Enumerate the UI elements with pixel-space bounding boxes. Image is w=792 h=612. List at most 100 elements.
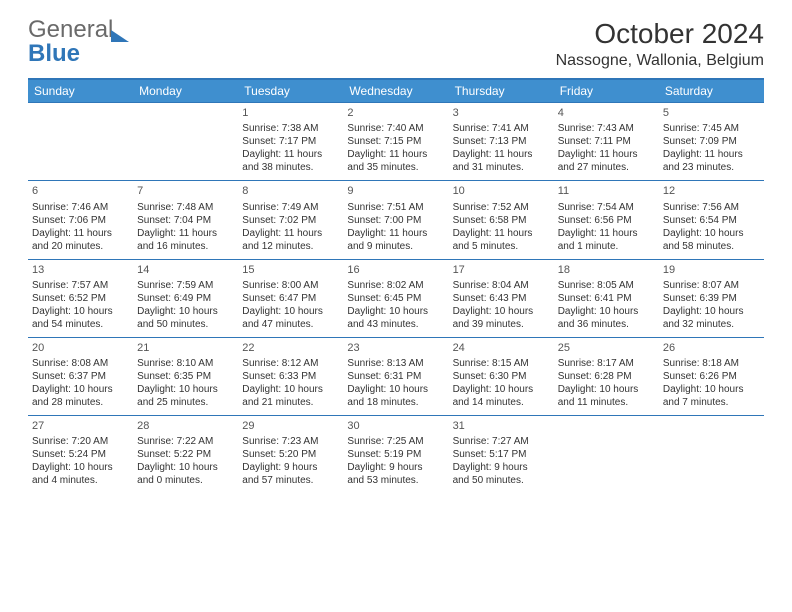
sunset-text: Sunset: 6:28 PM — [558, 370, 655, 383]
dow-header: Monday — [133, 80, 238, 102]
calendar-cell: 11Sunrise: 7:54 AMSunset: 6:56 PMDayligh… — [554, 180, 659, 258]
calendar-cell: 24Sunrise: 8:15 AMSunset: 6:30 PMDayligh… — [449, 337, 554, 415]
sunrise-text: Sunrise: 8:00 AM — [242, 279, 339, 292]
daylight-text-2: and 7 minutes. — [663, 396, 760, 409]
location: Nassogne, Wallonia, Belgium — [556, 52, 764, 70]
sunrise-text: Sunrise: 7:23 AM — [242, 435, 339, 448]
daylight-text-1: Daylight: 10 hours — [242, 305, 339, 318]
daylight-text-2: and 12 minutes. — [242, 240, 339, 253]
calendar-cell: 12Sunrise: 7:56 AMSunset: 6:54 PMDayligh… — [659, 180, 764, 258]
daylight-text-1: Daylight: 9 hours — [242, 461, 339, 474]
daylight-text-2: and 47 minutes. — [242, 318, 339, 331]
daylight-text-1: Daylight: 11 hours — [453, 227, 550, 240]
daylight-text-1: Daylight: 10 hours — [32, 305, 129, 318]
calendar-cell: 31Sunrise: 7:27 AMSunset: 5:17 PMDayligh… — [449, 415, 554, 493]
calendar-cell: 4Sunrise: 7:43 AMSunset: 7:11 PMDaylight… — [554, 102, 659, 180]
daylight-text-2: and 32 minutes. — [663, 318, 760, 331]
sunset-text: Sunset: 6:56 PM — [558, 214, 655, 227]
daylight-text-2: and 23 minutes. — [663, 161, 760, 174]
day-number: 4 — [558, 106, 655, 120]
daylight-text-2: and 18 minutes. — [347, 396, 444, 409]
day-number: 18 — [558, 263, 655, 277]
calendar-cell-empty — [659, 415, 764, 493]
calendar-cell: 19Sunrise: 8:07 AMSunset: 6:39 PMDayligh… — [659, 259, 764, 337]
calendar-cell: 15Sunrise: 8:00 AMSunset: 6:47 PMDayligh… — [238, 259, 343, 337]
sunrise-text: Sunrise: 7:25 AM — [347, 435, 444, 448]
dow-header: Saturday — [659, 80, 764, 102]
sunrise-text: Sunrise: 7:43 AM — [558, 122, 655, 135]
day-number: 17 — [453, 263, 550, 277]
calendar-cell: 5Sunrise: 7:45 AMSunset: 7:09 PMDaylight… — [659, 102, 764, 180]
sunset-text: Sunset: 6:47 PM — [242, 292, 339, 305]
day-number: 7 — [137, 184, 234, 198]
sunrise-text: Sunrise: 7:45 AM — [663, 122, 760, 135]
calendar-cell: 30Sunrise: 7:25 AMSunset: 5:19 PMDayligh… — [343, 415, 448, 493]
logo-text-2: Blue — [28, 40, 80, 67]
sunset-text: Sunset: 6:49 PM — [137, 292, 234, 305]
day-number: 5 — [663, 106, 760, 120]
day-number: 20 — [32, 341, 129, 355]
daylight-text-2: and 57 minutes. — [242, 474, 339, 487]
calendar-grid: SundayMondayTuesdayWednesdayThursdayFrid… — [28, 78, 764, 493]
day-number: 23 — [347, 341, 444, 355]
calendar-cell: 27Sunrise: 7:20 AMSunset: 5:24 PMDayligh… — [28, 415, 133, 493]
day-number: 21 — [137, 341, 234, 355]
daylight-text-2: and 36 minutes. — [558, 318, 655, 331]
sunrise-text: Sunrise: 7:59 AM — [137, 279, 234, 292]
daylight-text-1: Daylight: 9 hours — [347, 461, 444, 474]
daylight-text-1: Daylight: 11 hours — [663, 148, 760, 161]
sunrise-text: Sunrise: 7:38 AM — [242, 122, 339, 135]
calendar-cell: 28Sunrise: 7:22 AMSunset: 5:22 PMDayligh… — [133, 415, 238, 493]
daylight-text-2: and 1 minute. — [558, 240, 655, 253]
daylight-text-1: Daylight: 10 hours — [453, 383, 550, 396]
sunrise-text: Sunrise: 8:08 AM — [32, 357, 129, 370]
daylight-text-2: and 50 minutes. — [453, 474, 550, 487]
daylight-text-2: and 21 minutes. — [242, 396, 339, 409]
sunset-text: Sunset: 6:35 PM — [137, 370, 234, 383]
daylight-text-2: and 14 minutes. — [453, 396, 550, 409]
daylight-text-1: Daylight: 10 hours — [137, 383, 234, 396]
daylight-text-1: Daylight: 9 hours — [453, 461, 550, 474]
daylight-text-2: and 31 minutes. — [453, 161, 550, 174]
month-title: October 2024 — [556, 18, 764, 50]
sunset-text: Sunset: 5:22 PM — [137, 448, 234, 461]
sunset-text: Sunset: 5:17 PM — [453, 448, 550, 461]
calendar-cell: 8Sunrise: 7:49 AMSunset: 7:02 PMDaylight… — [238, 180, 343, 258]
calendar-cell: 21Sunrise: 8:10 AMSunset: 6:35 PMDayligh… — [133, 337, 238, 415]
daylight-text-2: and 58 minutes. — [663, 240, 760, 253]
sunset-text: Sunset: 6:43 PM — [453, 292, 550, 305]
calendar-cell: 9Sunrise: 7:51 AMSunset: 7:00 PMDaylight… — [343, 180, 448, 258]
sunrise-text: Sunrise: 7:48 AM — [137, 201, 234, 214]
daylight-text-2: and 20 minutes. — [32, 240, 129, 253]
daylight-text-2: and 4 minutes. — [32, 474, 129, 487]
daylight-text-2: and 5 minutes. — [453, 240, 550, 253]
calendar-cell-empty — [133, 102, 238, 180]
day-number: 26 — [663, 341, 760, 355]
daylight-text-1: Daylight: 10 hours — [453, 305, 550, 318]
daylight-text-2: and 11 minutes. — [558, 396, 655, 409]
day-number: 13 — [32, 263, 129, 277]
day-number: 27 — [32, 419, 129, 433]
calendar-cell: 13Sunrise: 7:57 AMSunset: 6:52 PMDayligh… — [28, 259, 133, 337]
daylight-text-1: Daylight: 11 hours — [558, 148, 655, 161]
sunset-text: Sunset: 7:00 PM — [347, 214, 444, 227]
daylight-text-1: Daylight: 11 hours — [32, 227, 129, 240]
sunrise-text: Sunrise: 8:12 AM — [242, 357, 339, 370]
sunrise-text: Sunrise: 7:27 AM — [453, 435, 550, 448]
sunrise-text: Sunrise: 8:18 AM — [663, 357, 760, 370]
sunset-text: Sunset: 7:17 PM — [242, 135, 339, 148]
day-number: 11 — [558, 184, 655, 198]
day-number: 1 — [242, 106, 339, 120]
day-number: 3 — [453, 106, 550, 120]
sunset-text: Sunset: 6:37 PM — [32, 370, 129, 383]
sunrise-text: Sunrise: 7:52 AM — [453, 201, 550, 214]
day-number: 10 — [453, 184, 550, 198]
daylight-text-1: Daylight: 10 hours — [663, 305, 760, 318]
sunrise-text: Sunrise: 8:17 AM — [558, 357, 655, 370]
sunrise-text: Sunrise: 8:02 AM — [347, 279, 444, 292]
day-number: 12 — [663, 184, 760, 198]
daylight-text-1: Daylight: 10 hours — [558, 305, 655, 318]
daylight-text-2: and 50 minutes. — [137, 318, 234, 331]
daylight-text-1: Daylight: 10 hours — [32, 461, 129, 474]
sunset-text: Sunset: 6:41 PM — [558, 292, 655, 305]
